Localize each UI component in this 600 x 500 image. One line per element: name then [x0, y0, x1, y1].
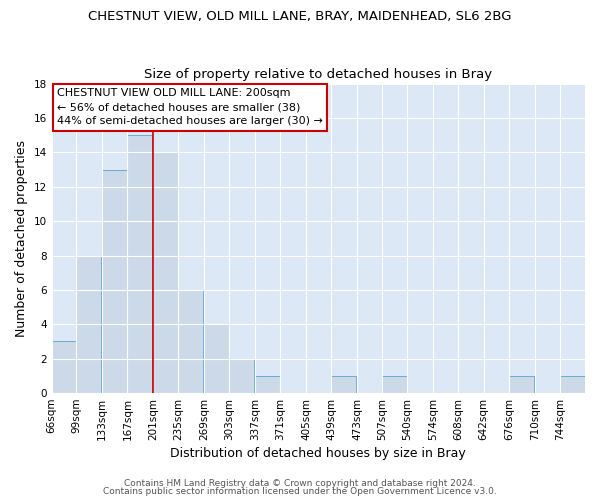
Text: CHESTNUT VIEW, OLD MILL LANE, BRAY, MAIDENHEAD, SL6 2BG: CHESTNUT VIEW, OLD MILL LANE, BRAY, MAID…: [88, 10, 512, 23]
Bar: [382, 376, 407, 393]
Bar: [255, 376, 280, 393]
Text: Contains public sector information licensed under the Open Government Licence v3: Contains public sector information licen…: [103, 487, 497, 496]
Y-axis label: Number of detached properties: Number of detached properties: [15, 140, 28, 337]
Title: Size of property relative to detached houses in Bray: Size of property relative to detached ho…: [144, 68, 493, 81]
Bar: [178, 290, 203, 393]
Bar: [102, 170, 127, 393]
Bar: [204, 324, 229, 393]
Bar: [331, 376, 356, 393]
Bar: [509, 376, 534, 393]
Text: Contains HM Land Registry data © Crown copyright and database right 2024.: Contains HM Land Registry data © Crown c…: [124, 478, 476, 488]
Bar: [52, 342, 76, 393]
Text: CHESTNUT VIEW OLD MILL LANE: 200sqm
← 56% of detached houses are smaller (38)
44: CHESTNUT VIEW OLD MILL LANE: 200sqm ← 56…: [57, 88, 323, 126]
Bar: [153, 152, 178, 393]
X-axis label: Distribution of detached houses by size in Bray: Distribution of detached houses by size …: [170, 447, 466, 460]
Bar: [76, 256, 101, 393]
Bar: [229, 358, 254, 393]
Bar: [560, 376, 585, 393]
Bar: [127, 135, 152, 393]
